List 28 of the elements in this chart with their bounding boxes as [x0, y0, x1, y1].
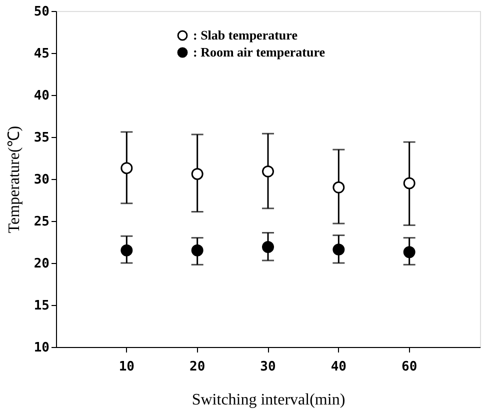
point	[403, 246, 416, 258]
x-tick-label: 20	[190, 360, 206, 374]
y-tick-label: 40	[34, 88, 50, 104]
legend-label: : Room air temperature	[193, 44, 326, 60]
point	[332, 244, 345, 256]
y-axis-title: Temperature(℃)	[6, 126, 23, 234]
y-tick-label: 45	[34, 46, 50, 62]
x-tick-label: 60	[402, 360, 418, 374]
y-tick-label: 10	[34, 340, 50, 356]
point	[332, 181, 345, 194]
y-tick-label: 30	[34, 172, 50, 188]
point	[262, 241, 274, 254]
y-tick-label: 50	[34, 4, 50, 20]
point	[262, 165, 274, 178]
point	[191, 244, 204, 256]
y-tick-label: 25	[34, 214, 50, 230]
x-tick-label: 10	[118, 360, 135, 374]
point	[120, 162, 133, 174]
x-axis-title: Switching interval(min)	[192, 392, 346, 408]
legend-label: : Slab temperature	[193, 28, 298, 42]
y-tick-label: 15	[34, 298, 50, 314]
point	[120, 244, 133, 256]
x-tick-label: 30	[260, 360, 276, 374]
y-tick-label: 20	[34, 256, 50, 272]
point	[403, 177, 416, 190]
point	[191, 168, 204, 180]
x-tick-label: 40	[330, 360, 347, 374]
y-tick-label: 35	[34, 130, 50, 146]
